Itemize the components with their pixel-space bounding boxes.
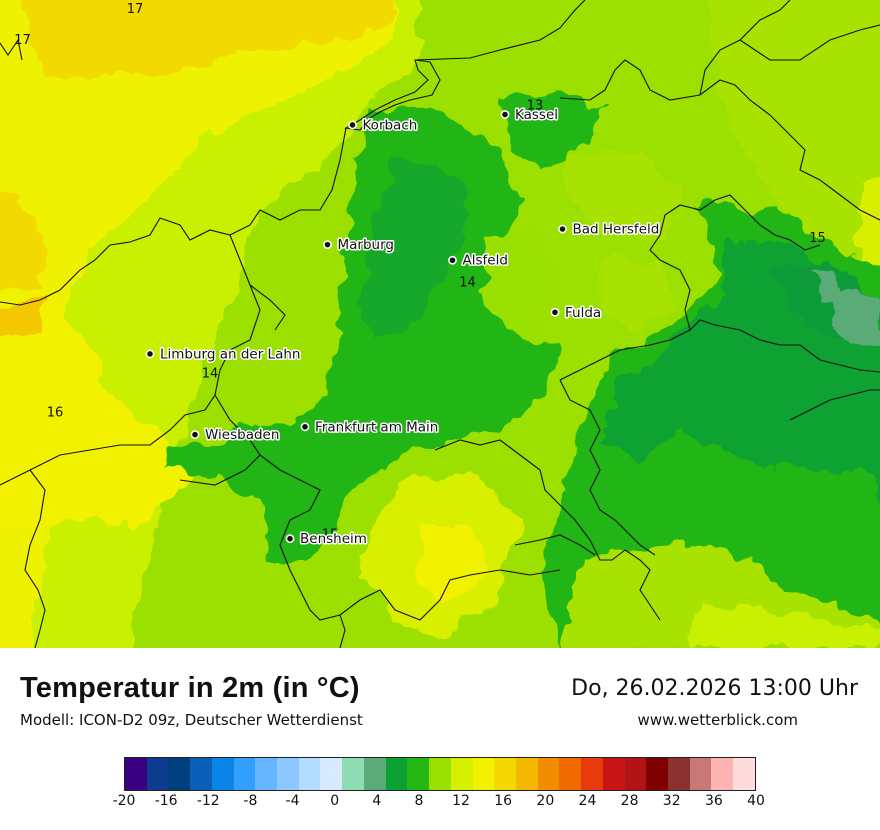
scale-tick-label: -8 [243, 793, 258, 809]
scale-color-cell [125, 758, 147, 790]
city-label: Frankfurt am Main [315, 419, 438, 435]
color-scale-bar [124, 757, 756, 791]
scale-color-cell [320, 758, 343, 790]
city-dot [448, 255, 457, 265]
city-label: Limburg an der Lahn [160, 346, 300, 362]
city-marburg: Marburg [323, 236, 395, 255]
scale-color-cell [472, 758, 495, 790]
scale-color-cell [407, 758, 430, 790]
isotherm-label: 14 [202, 366, 219, 381]
city-label: Korbach [363, 117, 418, 133]
city-label: Bensheim [300, 531, 367, 547]
scale-color-cell [515, 758, 538, 790]
scale-color-cell [494, 758, 516, 790]
city-label: Alsfeld [463, 253, 508, 269]
scale-color-cell [537, 758, 560, 790]
scale-color-cell [211, 758, 234, 790]
scale-tick-label: 24 [578, 793, 597, 809]
color-scale-ticks: -20 -16 -12 -8 -4 0 4 8 12 16 20 24 28 32 36 40 [113, 793, 765, 813]
scale-tick-label: 12 [452, 793, 470, 809]
website-credit: www.wetterblick.com [637, 711, 798, 729]
scale-tick-label: 8 [414, 793, 424, 809]
city-dot [500, 110, 510, 119]
scale-tick-label: -16 [154, 793, 178, 809]
city-dot [348, 120, 357, 130]
map-footer: Temperatur in 2m (in °C) Modell: ICON-D2… [0, 648, 880, 830]
scale-color-cell [450, 758, 473, 790]
city-dot [550, 307, 560, 317]
city-label: Bad Hersfeld [573, 222, 660, 238]
scale-tick-label: 32 [662, 793, 681, 809]
city-kassel: Kassel [500, 106, 560, 125]
scale-color-cell [581, 758, 603, 790]
city-alsfeld: Alsfeld [448, 251, 509, 270]
state-borders [0, 0, 880, 648]
scale-color-cell [559, 758, 582, 790]
scale-color-cell [667, 758, 690, 790]
scale-color-cell [255, 758, 278, 790]
city-dot [190, 430, 200, 440]
scale-color-cell [342, 758, 364, 790]
scale-color-cell [429, 758, 451, 790]
scale-color-cell [711, 758, 734, 790]
city-fulda: Fulda [550, 303, 603, 322]
city-dot [300, 422, 310, 432]
scale-tick-label: 40 [747, 793, 765, 809]
scale-tick-label: 28 [620, 793, 639, 809]
city-bensheim: Bensheim [285, 530, 368, 549]
color-scale: -20 -16 -12 -8 -4 0 4 8 12 16 20 24 28 32 36 40 [113, 757, 765, 809]
city-dot [558, 224, 567, 234]
scale-color-cell [689, 758, 712, 790]
isotherm-label: 14 [459, 275, 476, 290]
city-markers: Kassel Korbach Bad Hersfeld Marburg Alsfeld F… [145, 106, 661, 549]
scale-color-cell [602, 758, 625, 790]
city-limburg-an-der-lahn: Limburg an der Lahn [145, 345, 302, 364]
scale-tick-label: 16 [494, 793, 513, 809]
isotherm-label: 17 [14, 33, 31, 48]
temperature-map: 17 17 13 15 14 14 16 15 Kassel Korbach Bad Hersfe… [0, 0, 880, 648]
scale-tick-label: -4 [285, 793, 300, 809]
city-dot [145, 349, 155, 359]
isotherm-label: 13 [527, 98, 544, 113]
city-dot [285, 534, 295, 544]
city-bad-hersfeld: Bad Hersfeld [558, 220, 661, 239]
scale-color-cell [733, 758, 755, 790]
scale-color-cell [624, 758, 647, 790]
scale-color-cell [233, 758, 256, 790]
city-korbach: Korbach [348, 116, 419, 135]
city-wiesbaden: Wiesbaden [190, 426, 281, 445]
city-label: Fulda [565, 305, 601, 321]
isotherm-label: 16 [47, 405, 64, 420]
scale-tick-label: 20 [536, 793, 555, 809]
city-label: Wiesbaden [205, 427, 279, 443]
scale-color-cell [168, 758, 191, 790]
city-dot [323, 240, 332, 250]
city-label: Kassel [515, 107, 558, 123]
isotherm-label: 15 [809, 231, 826, 246]
model-source: Modell: ICON-D2 09z, Deutscher Wetterdie… [20, 711, 363, 729]
scale-tick-label: 4 [372, 793, 382, 809]
scale-tick-label: -20 [112, 793, 136, 809]
city-label: Marburg [338, 237, 394, 253]
scale-color-cell [190, 758, 212, 790]
scale-tick-label: 36 [704, 793, 723, 809]
scale-color-cell [146, 758, 169, 790]
isotherm-label: 15 [322, 528, 339, 543]
scale-color-cell [363, 758, 386, 790]
scale-color-cell [298, 758, 321, 790]
temperature-regions [0, 0, 880, 648]
scale-tick-label: 0 [330, 793, 340, 809]
scale-color-cell [646, 758, 668, 790]
isotherm-labels: 17 17 13 15 14 14 16 15 [14, 2, 826, 543]
city-frankfurt-am-main: Frankfurt am Main [300, 418, 440, 437]
isotherm-label: 17 [127, 2, 144, 17]
scale-color-cell [277, 758, 299, 790]
temperature-field: 17 17 13 15 14 14 16 15 Kassel Korbach Bad Hersfe… [0, 0, 880, 648]
scale-color-cell [385, 758, 408, 790]
forecast-datetime: Do, 26.02.2026 13:00 Uhr [571, 676, 858, 701]
scale-tick-label: -12 [196, 793, 220, 809]
map-title: Temperatur in 2m (in °C) [20, 672, 360, 704]
